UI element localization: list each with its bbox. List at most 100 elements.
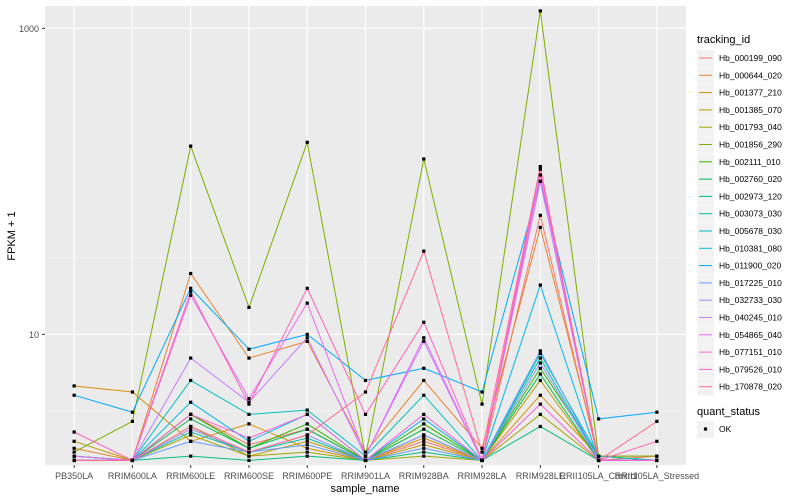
data-point [189, 439, 193, 443]
data-point [247, 443, 251, 447]
legend-shape-label: OK [719, 424, 732, 434]
data-point [189, 430, 193, 434]
data-point [655, 458, 659, 463]
data-point [363, 378, 368, 383]
x-tick-label: RRIM928BA [399, 471, 449, 481]
legend-label: Hb_002111_010 [719, 157, 781, 167]
legend-items: Hb_000199_090 Hb_000644_020 Hb_001377_210 H… [697, 50, 782, 396]
data-point [305, 140, 309, 144]
legend-label: Hb_001385_070 [719, 105, 782, 115]
legend-label: Hb_054865_040 [719, 330, 782, 340]
data-point [72, 450, 76, 454]
data-point [422, 417, 426, 421]
legend-shape-key [703, 427, 708, 431]
x-tick-label: RRIM600LE [166, 471, 215, 481]
data-point [189, 356, 193, 360]
data-point [247, 347, 251, 351]
data-point [538, 412, 542, 416]
data-point [596, 458, 601, 463]
data-point [72, 454, 76, 458]
data-point [72, 458, 76, 463]
data-point [422, 443, 426, 447]
data-point [189, 433, 193, 437]
data-point [655, 439, 659, 443]
data-point [247, 422, 251, 426]
data-point [247, 305, 251, 310]
data-point [189, 293, 193, 297]
data-point [538, 179, 542, 183]
legend-label: Hb_040245_010 [719, 313, 782, 323]
data-point [305, 408, 309, 412]
data-point [305, 439, 309, 443]
data-point [305, 286, 309, 290]
data-point [72, 430, 76, 434]
data-point [305, 446, 309, 450]
legend-label: Hb_001793_040 [719, 122, 782, 132]
data-point [247, 458, 251, 463]
data-point [480, 446, 484, 450]
data-point [422, 433, 426, 437]
data-point [363, 412, 368, 416]
x-tick-label: RRIM928LA [458, 471, 507, 481]
data-point [247, 450, 251, 454]
data-point [130, 390, 135, 394]
data-point [596, 417, 601, 421]
data-point [72, 384, 76, 388]
data-point [538, 366, 542, 370]
legend-label: Hb_170878_020 [719, 382, 782, 392]
x-tick-label: RRIM600SE [224, 471, 274, 481]
data-point [538, 356, 542, 360]
major-gridlines [45, 6, 686, 465]
data-point [422, 320, 426, 324]
legend-label: Hb_000199_090 [719, 53, 782, 63]
data-point [305, 436, 309, 440]
data-point [655, 419, 659, 423]
data-point [305, 427, 309, 431]
x-tick-label: RRIM600PE [282, 471, 332, 481]
data-point [189, 424, 193, 429]
data-point [538, 351, 542, 356]
data-point [538, 9, 542, 13]
data-point [655, 410, 659, 414]
data-point [247, 397, 251, 401]
data-point [538, 283, 542, 287]
legend-label: Hb_017225_010 [719, 278, 782, 288]
data-point [305, 433, 309, 437]
data-point [422, 450, 426, 454]
data-point [422, 378, 426, 383]
data-point [305, 450, 309, 454]
data-point [72, 393, 76, 397]
data-point [247, 400, 251, 404]
x-tick-label: RRIM901LA [341, 471, 390, 481]
legend-label: Hb_003073_030 [719, 209, 782, 219]
data-point [480, 402, 484, 406]
legend-label: Hb_011900_020 [719, 261, 782, 271]
x-axis-title: sample_name [330, 483, 399, 495]
x-tick-label: RRII105LA_Control [560, 471, 638, 481]
data-point [422, 339, 426, 343]
data-point [130, 410, 135, 414]
data-point [189, 271, 193, 276]
data-point [305, 412, 309, 416]
legend-label: Hb_002760_020 [719, 174, 782, 184]
data-point [305, 454, 309, 458]
y-axis: 10 1000 [19, 24, 45, 340]
data-point [422, 366, 426, 370]
data-point [305, 336, 309, 340]
data-point [189, 400, 193, 404]
legend-label: Hb_002973_120 [719, 191, 782, 201]
data-point [422, 249, 426, 253]
y-tick-label: 1000 [19, 24, 39, 34]
legend-label: Hb_032733_030 [719, 295, 782, 305]
data-point [247, 402, 251, 406]
x-tick-label: RRIM928LE [516, 471, 565, 481]
data-point [480, 450, 484, 454]
data-point [538, 213, 542, 217]
data-point [538, 173, 542, 177]
data-point [72, 446, 76, 450]
data-point [305, 332, 309, 336]
data-point [189, 286, 193, 290]
data-point [189, 290, 193, 294]
data-point [538, 393, 542, 397]
